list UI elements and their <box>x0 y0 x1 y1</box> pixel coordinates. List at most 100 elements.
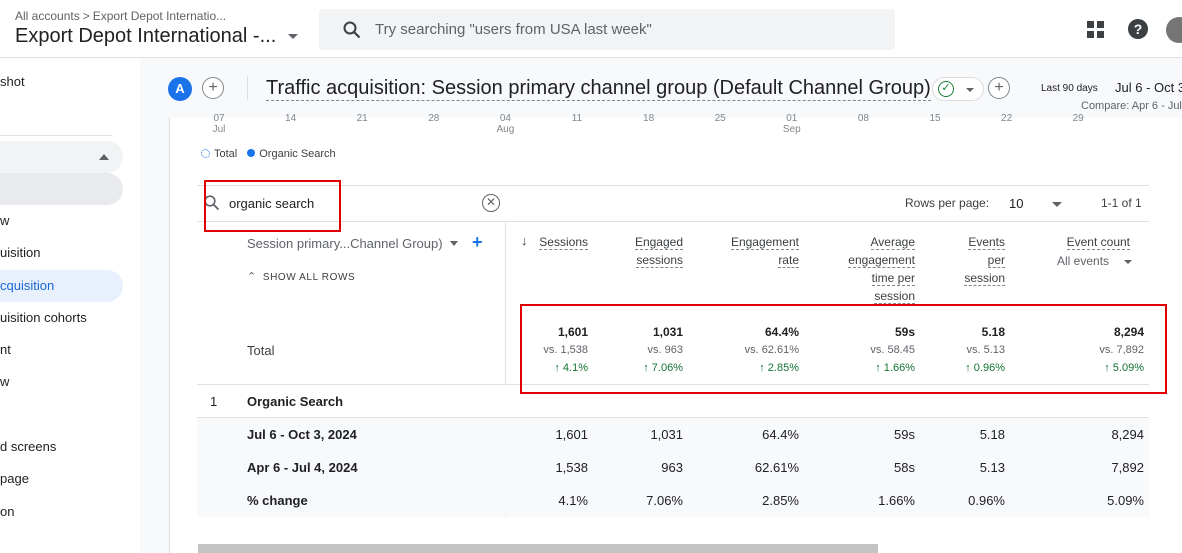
x-tick-label: 15 <box>929 113 941 124</box>
cell-events-per-session: 5.18 <box>979 427 1005 442</box>
chevron-down-icon[interactable] <box>1052 202 1062 207</box>
col-header-event-count[interactable]: Event count <box>1066 235 1130 250</box>
comparison-avatar[interactable]: A <box>168 77 192 101</box>
event-filter-select[interactable]: All events <box>1057 254 1110 268</box>
table-row[interactable] <box>197 418 1149 451</box>
breadcrumb-root[interactable]: All accounts <box>15 9 80 23</box>
col-header-avg-engagement-time[interactable]: Average engagement time per session <box>848 235 915 304</box>
rows-per-page-select[interactable]: 10 <box>1009 196 1024 211</box>
legend-total[interactable]: Total <box>214 148 238 160</box>
search-input[interactable] <box>375 19 875 39</box>
sidebar-item-monetization[interactable]: on <box>0 504 15 519</box>
sidebar-item-overview-group[interactable] <box>0 173 123 205</box>
table-row[interactable] <box>197 451 1149 484</box>
property-dropdown-icon[interactable] <box>288 34 298 39</box>
row-period-label: Jul 6 - Oct 3, 2024 <box>247 427 357 442</box>
total-events-per-session-delta: ↑ 0.96% <box>965 362 1005 374</box>
breadcrumb[interactable]: All accounts > Export Depot Internatio... <box>15 9 226 23</box>
customize-report-button[interactable]: + <box>988 77 1010 99</box>
dimension-header[interactable]: Session primary...Channel Group) <box>247 236 443 251</box>
highlight-box-totals <box>520 304 1167 394</box>
x-tick-label: 29 <box>1072 113 1084 124</box>
expand-icon: ⌃ <box>247 271 257 283</box>
date-range-label[interactable]: Last 90 days <box>1041 83 1098 94</box>
compare-range[interactable]: Compare: Apr 6 - Jul 4, 2024 <box>1081 100 1182 112</box>
cell-engagement-rate: 2.85% <box>762 493 799 508</box>
sidebar-item-user-acquisition[interactable]: uisition <box>0 245 41 260</box>
legend-organic-search[interactable]: Organic Search <box>259 148 336 160</box>
show-all-rows-label: SHOW ALL ROWS <box>262 272 356 283</box>
check-circle-icon: ✓ <box>938 81 954 97</box>
search-bar[interactable] <box>319 9 895 50</box>
date-range-picker[interactable]: Jul 6 - Oct 3, 2024 <box>1115 80 1182 95</box>
sidebar-item-overview[interactable]: w <box>0 213 10 228</box>
col-header-sessions[interactable]: Sessions <box>539 235 588 250</box>
search-icon <box>343 21 361 39</box>
table-row-organic-search[interactable] <box>197 385 1149 418</box>
legend-series-marker <box>247 149 256 157</box>
help-icon[interactable]: ? <box>1128 19 1148 39</box>
cell-avg-engagement-time: 59s <box>894 427 915 442</box>
apps-grid-icon[interactable] <box>1087 21 1104 38</box>
chevron-down-icon <box>966 88 974 92</box>
account-avatar[interactable] <box>1166 17 1182 43</box>
breadcrumb-account[interactable]: Export Depot Internatio... <box>92 9 227 23</box>
total-sessions-vs: vs. 1,538 <box>543 344 588 356</box>
show-all-rows-button[interactable]: ⌃ SHOW ALL ROWS <box>247 270 355 283</box>
chevron-up-icon[interactable] <box>99 154 109 160</box>
report-status-dropdown[interactable]: ✓ <box>932 77 984 101</box>
dimension-dropdown-icon[interactable] <box>450 241 458 246</box>
add-dimension-button[interactable]: + <box>472 232 483 252</box>
sort-arrow-icon[interactable]: ↓ <box>521 233 528 248</box>
horizontal-scrollbar[interactable] <box>198 544 878 553</box>
clear-filter-icon[interactable]: ✕ <box>482 194 500 212</box>
x-tick-label: 07 Jul <box>212 113 226 135</box>
row-index: 1 <box>210 394 218 409</box>
total-engaged-sessions-delta: ↑ 7.06% <box>643 362 683 374</box>
cell-events-per-session: 5.13 <box>979 460 1005 475</box>
cell-engagement-rate: 62.61% <box>754 460 799 475</box>
cell-engaged-sessions: 1,031 <box>650 427 683 442</box>
row-channel-label[interactable]: Organic Search <box>247 394 344 409</box>
sidebar-item-engagement[interactable]: nt <box>0 342 11 357</box>
sidebar-item-snapshot[interactable]: shot <box>0 74 25 89</box>
table-filter-input[interactable]: organic search <box>229 196 315 211</box>
pagination-range: 1-1 of 1 <box>1101 196 1142 210</box>
total-avg-engagement-time-delta: ↑ 1.66% <box>875 362 915 374</box>
cell-sessions: 4.1% <box>558 493 588 508</box>
sidebar-item-engagement-overview[interactable]: w <box>0 374 10 389</box>
col-header-engaged-sessions[interactable]: Engaged sessions <box>634 235 683 268</box>
sidebar-item-traffic-acquisition[interactable]: cquisition <box>0 278 55 293</box>
x-tick-label: 22 <box>1001 113 1013 124</box>
table-row[interactable] <box>197 484 1149 517</box>
x-tick-label: 25 <box>714 113 726 124</box>
table-top-divider <box>197 185 1149 186</box>
col-header-engagement-rate[interactable]: Engagement rate <box>730 235 799 268</box>
x-tick-label: 11 <box>571 113 583 124</box>
sidebar-item-pages-and-screens[interactable]: d screens <box>0 439 57 454</box>
sidebar-section-acquisition[interactable] <box>0 141 123 173</box>
sidebar-item-landing-page[interactable]: page <box>0 471 29 486</box>
report-title: Traffic acquisition: Session primary cha… <box>266 77 931 101</box>
total-engagement-rate-delta: ↑ 2.85% <box>759 362 799 374</box>
chevron-down-icon[interactable] <box>1124 260 1132 264</box>
sidebar-item-traffic-acquisition-bg[interactable] <box>0 270 123 302</box>
row-period-label: Apr 6 - Jul 4, 2024 <box>247 460 358 475</box>
cell-events-per-session: 0.96% <box>968 493 1005 508</box>
add-comparison-button[interactable]: + <box>202 77 224 99</box>
legend-total-marker <box>201 149 210 158</box>
total-events-per-session-values: 5.18 <box>981 325 1005 339</box>
sidebar-item-acquisition-cohorts[interactable]: uisition cohorts <box>0 310 87 325</box>
cell-event-count: 7,892 <box>1111 460 1144 475</box>
sidebar: shot w uisition cquisition uisition coho… <box>0 58 140 553</box>
top-bar: All accounts > Export Depot Internatio... … <box>0 0 1182 58</box>
total-engagement-rate-values: 64.4% <box>764 325 799 339</box>
property-selector[interactable]: Export Depot International -... <box>15 25 277 47</box>
total-engaged-sessions-values: 1,031 <box>652 325 683 339</box>
x-tick-label: 18 <box>643 113 655 124</box>
total-sessions-delta: ↑ 4.1% <box>554 362 588 374</box>
total-row-label: Total <box>247 343 275 358</box>
col-header-events-per-session[interactable]: Events per session <box>964 235 1005 286</box>
total-engaged-sessions-vs: vs. 963 <box>647 344 683 356</box>
cell-engagement-rate: 64.4% <box>762 427 799 442</box>
